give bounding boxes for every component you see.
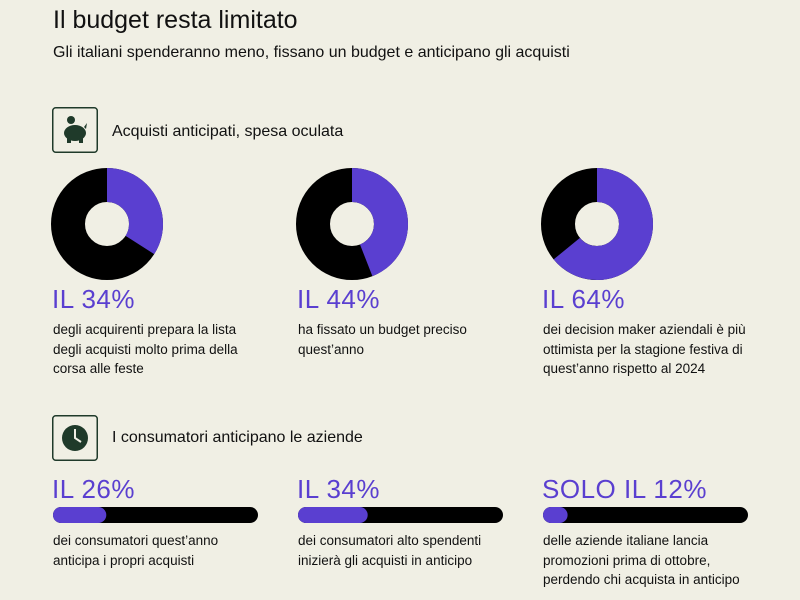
progress-bar (298, 507, 503, 523)
description: delle aziende italiane lancia promozioni… (543, 533, 740, 587)
donut (541, 168, 653, 280)
donut (296, 168, 408, 280)
value-label: IL 34% (52, 284, 135, 314)
donut (51, 168, 163, 280)
donut-segment (51, 168, 163, 280)
section-title: Acquisti anticipati, spesa oculata (112, 123, 344, 140)
bar (298, 507, 368, 523)
progress-bar (53, 507, 258, 523)
piggy-icon (52, 107, 98, 153)
progress-bar (543, 507, 748, 523)
bar-track (543, 507, 748, 523)
value-label: SOLO IL 12% (542, 474, 707, 504)
description: dei consumatori quest’anno anticipa i pr… (53, 533, 219, 568)
value-label: IL 64% (542, 284, 625, 314)
description: ha fissato un budget preciso quest’anno (298, 322, 467, 357)
page-title: Il budget resta limitato (53, 6, 298, 34)
page-subtitle: Gli italiani spenderanno meno, fissano u… (53, 44, 570, 61)
bar (543, 507, 568, 523)
donut-segment (541, 168, 653, 280)
description: dei decision maker aziendali è più ottim… (543, 322, 746, 376)
bar (53, 507, 107, 523)
value-label: IL 26% (52, 474, 135, 504)
value-label: IL 44% (297, 284, 380, 314)
donut-segment (296, 168, 408, 280)
section-title: I consumatori anticipano le aziende (112, 429, 363, 446)
clock-icon (52, 415, 98, 461)
description: degli acquirenti prepara la lista degli … (53, 322, 238, 376)
value-label: IL 34% (297, 474, 380, 504)
description: dei consumatori alto spendenti inizierà … (298, 533, 482, 568)
